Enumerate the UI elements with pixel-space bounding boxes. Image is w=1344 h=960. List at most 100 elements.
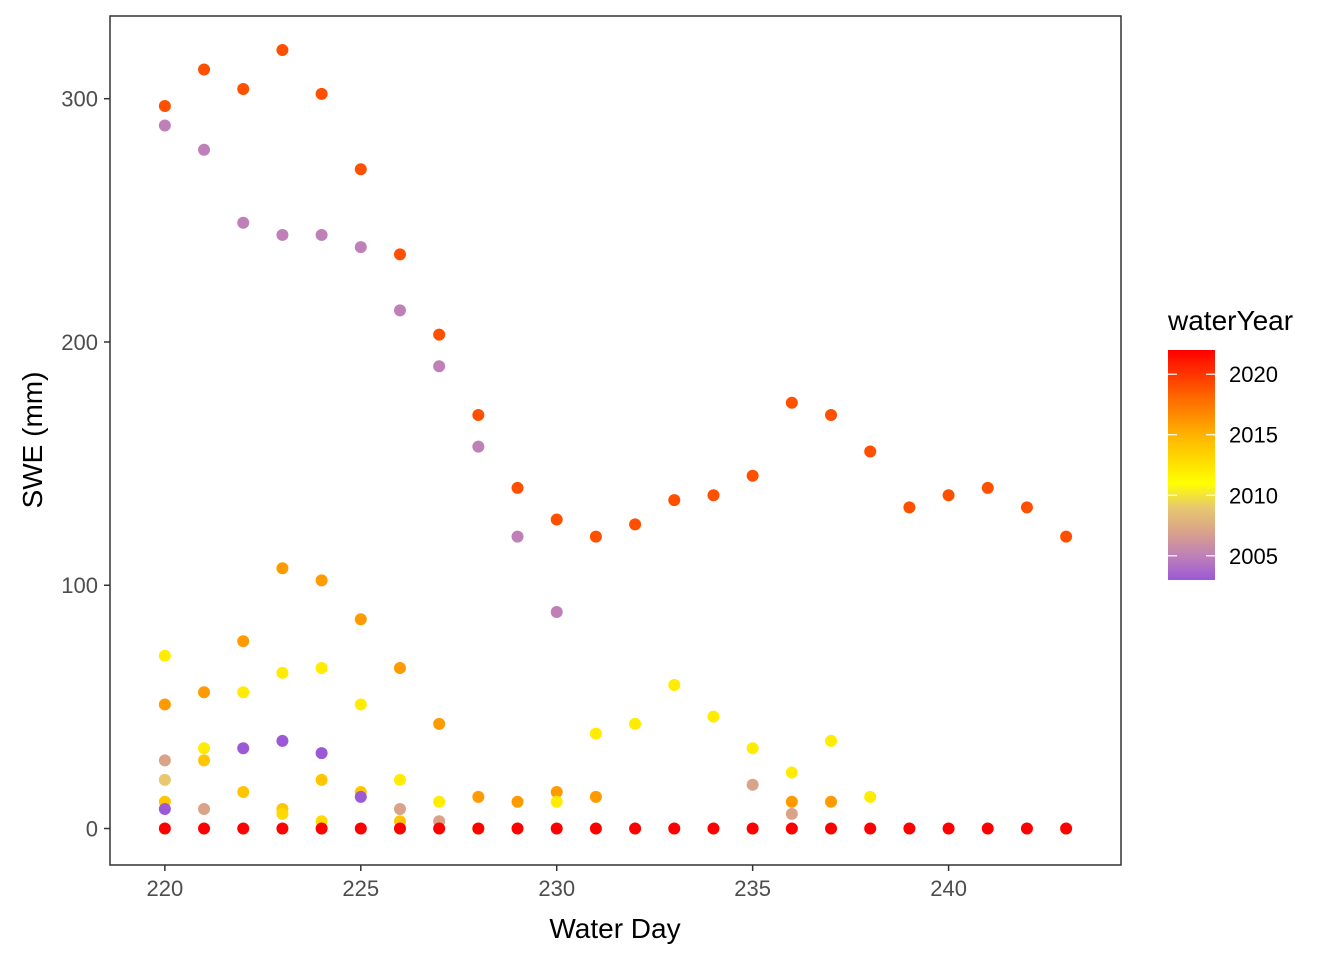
data-point	[354, 790, 367, 803]
data-point	[433, 795, 446, 808]
x-tick-label: 230	[538, 876, 575, 901]
data-point	[825, 734, 838, 747]
data-point	[276, 562, 289, 575]
y-tick-label: 300	[61, 87, 98, 112]
data-point	[237, 742, 250, 755]
data-point	[825, 408, 838, 421]
data-point	[158, 803, 171, 816]
data-point	[785, 822, 798, 835]
data-point	[472, 790, 485, 803]
data-point	[276, 807, 289, 820]
data-point	[668, 822, 681, 835]
data-point	[942, 489, 955, 502]
data-point	[472, 408, 485, 421]
y-tick-label: 0	[86, 817, 98, 842]
data-point	[276, 822, 289, 835]
y-axis: 0 100 200 300	[61, 87, 110, 842]
data-point	[198, 754, 211, 767]
data-point	[315, 574, 328, 587]
data-point	[825, 822, 838, 835]
data-point	[433, 822, 446, 835]
data-point	[550, 606, 563, 619]
data-point	[198, 143, 211, 156]
data-point	[237, 786, 250, 799]
data-point	[785, 766, 798, 779]
data-point	[276, 228, 289, 241]
data-point	[158, 649, 171, 662]
legend-ticks: 2005 2010 2015 2020	[1168, 362, 1278, 569]
data-point	[315, 747, 328, 760]
data-point	[707, 822, 720, 835]
data-point	[864, 445, 877, 458]
x-tick-label: 240	[930, 876, 967, 901]
data-point	[158, 119, 171, 132]
data-point	[746, 822, 759, 835]
data-point	[629, 717, 642, 730]
data-point	[198, 63, 211, 76]
data-point	[1060, 822, 1073, 835]
data-point	[511, 822, 524, 835]
data-point	[315, 228, 328, 241]
data-point	[746, 469, 759, 482]
data-point	[864, 790, 877, 803]
data-point	[433, 328, 446, 341]
data-point	[198, 822, 211, 835]
data-point	[237, 82, 250, 95]
data-point	[276, 666, 289, 679]
data-point	[354, 163, 367, 176]
legend-title: waterYear	[1167, 305, 1293, 336]
data-point	[393, 304, 406, 317]
data-point	[393, 822, 406, 835]
data-point	[198, 803, 211, 816]
y-axis-title: SWE (mm)	[17, 372, 48, 509]
data-point	[511, 481, 524, 494]
data-points	[158, 44, 1073, 835]
data-point	[198, 742, 211, 755]
data-point	[158, 822, 171, 835]
data-point	[785, 795, 798, 808]
data-point	[707, 710, 720, 723]
data-point	[511, 530, 524, 543]
y-tick-label: 100	[61, 573, 98, 598]
data-point	[668, 678, 681, 691]
data-point	[1020, 501, 1033, 514]
data-point	[903, 501, 916, 514]
data-point	[158, 773, 171, 786]
legend-label: 2010	[1229, 483, 1278, 508]
data-point	[1060, 530, 1073, 543]
data-point	[707, 489, 720, 502]
data-point	[315, 661, 328, 674]
data-point	[158, 698, 171, 711]
legend-colorbar	[1168, 350, 1215, 580]
data-point	[276, 734, 289, 747]
data-point	[315, 87, 328, 100]
x-tick-label: 220	[147, 876, 184, 901]
legend-label: 2020	[1229, 362, 1278, 387]
data-point	[589, 790, 602, 803]
data-point	[746, 778, 759, 791]
data-point	[981, 481, 994, 494]
data-point	[315, 773, 328, 786]
data-point	[785, 396, 798, 409]
legend: waterYear 2005 2010 2015 2020	[1167, 305, 1293, 580]
data-point	[158, 100, 171, 113]
data-point	[942, 822, 955, 835]
data-point	[433, 717, 446, 730]
data-point	[393, 248, 406, 261]
data-point	[276, 44, 289, 57]
data-point	[668, 494, 681, 507]
plot-panel	[109, 15, 1122, 866]
data-point	[158, 754, 171, 767]
data-point	[354, 241, 367, 254]
data-point	[198, 686, 211, 699]
data-point	[315, 822, 328, 835]
data-point	[629, 822, 642, 835]
y-tick-label: 200	[61, 330, 98, 355]
data-point	[472, 822, 485, 835]
data-point	[550, 822, 563, 835]
data-point	[589, 822, 602, 835]
data-point	[354, 698, 367, 711]
data-point	[785, 807, 798, 820]
data-point	[864, 822, 877, 835]
